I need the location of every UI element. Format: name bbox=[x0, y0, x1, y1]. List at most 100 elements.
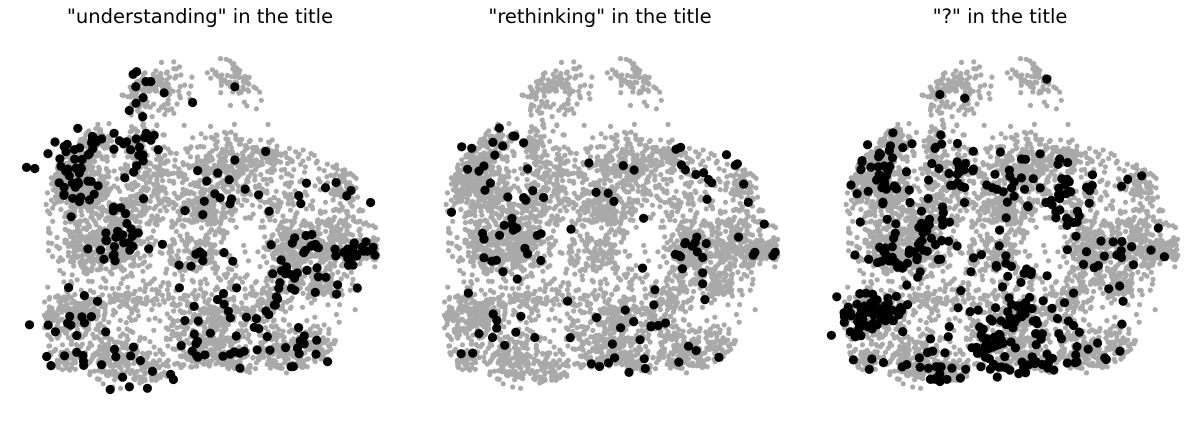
background-point bbox=[151, 187, 157, 193]
background-point bbox=[125, 284, 131, 290]
highlight-point bbox=[198, 210, 208, 220]
background-point bbox=[140, 268, 146, 274]
highlight-point bbox=[121, 209, 131, 219]
background-point bbox=[201, 144, 207, 150]
background-point bbox=[281, 235, 287, 241]
background-point bbox=[344, 227, 350, 233]
background-point bbox=[563, 270, 569, 276]
highlight-point bbox=[138, 194, 149, 204]
background-point bbox=[169, 331, 175, 338]
background-point bbox=[258, 332, 264, 338]
background-point bbox=[182, 309, 188, 316]
highlight-point bbox=[146, 135, 156, 145]
highlight-point bbox=[43, 149, 53, 159]
highlight-point bbox=[230, 155, 240, 165]
background-point bbox=[58, 206, 64, 213]
background-point bbox=[280, 213, 286, 219]
background-point bbox=[137, 286, 143, 292]
background-point bbox=[326, 330, 332, 336]
highlight-point bbox=[370, 250, 380, 260]
highlight-point bbox=[75, 143, 85, 153]
highlight-point bbox=[320, 183, 331, 193]
highlight-point bbox=[138, 93, 148, 103]
background-point bbox=[307, 253, 313, 259]
background-point bbox=[153, 351, 159, 357]
background-point bbox=[257, 89, 263, 95]
background-point bbox=[201, 322, 207, 328]
background-point bbox=[267, 357, 273, 363]
background-point bbox=[217, 221, 224, 227]
background-point bbox=[244, 305, 250, 311]
background-point bbox=[300, 360, 306, 366]
highlight-point bbox=[64, 283, 74, 293]
background-point bbox=[260, 176, 266, 183]
background-point bbox=[160, 371, 166, 378]
background-point bbox=[191, 197, 197, 203]
background-point bbox=[93, 219, 99, 225]
background-point bbox=[311, 323, 317, 329]
background-point bbox=[232, 65, 238, 71]
background-point bbox=[300, 158, 306, 164]
highlight-point bbox=[118, 372, 128, 382]
background-point bbox=[308, 332, 314, 338]
highlight-point bbox=[138, 156, 148, 166]
background-point bbox=[109, 285, 116, 292]
background-point bbox=[118, 166, 124, 172]
background-point bbox=[225, 266, 232, 272]
background-point bbox=[177, 295, 183, 301]
background-point bbox=[328, 222, 334, 228]
highlight-point bbox=[50, 137, 60, 147]
highlight-point bbox=[131, 98, 141, 108]
highlight-point bbox=[70, 154, 80, 164]
background-point bbox=[78, 244, 84, 250]
background-point bbox=[155, 291, 161, 297]
highlight-point bbox=[276, 266, 287, 276]
highlight-point bbox=[226, 194, 237, 204]
background-point bbox=[235, 174, 241, 180]
background-point bbox=[265, 121, 271, 128]
background-point bbox=[242, 293, 249, 299]
background-point bbox=[46, 304, 52, 310]
background-point bbox=[222, 361, 228, 367]
background-point bbox=[156, 185, 162, 191]
background-point bbox=[317, 231, 323, 237]
highlight-point bbox=[101, 327, 111, 337]
background-point bbox=[165, 326, 171, 332]
background-point bbox=[152, 315, 158, 321]
background-point bbox=[200, 161, 206, 168]
background-point bbox=[221, 337, 227, 343]
background-point bbox=[375, 236, 381, 242]
background-point bbox=[276, 326, 282, 332]
background-point bbox=[160, 167, 166, 174]
background-point bbox=[216, 358, 222, 364]
background-point bbox=[208, 227, 214, 233]
background-point bbox=[97, 321, 103, 327]
background-point bbox=[219, 72, 225, 78]
background-point bbox=[289, 295, 295, 301]
background-point bbox=[142, 88, 148, 94]
highlight-point bbox=[313, 272, 323, 282]
background-point bbox=[205, 171, 211, 178]
background-point bbox=[155, 73, 161, 80]
background-point bbox=[140, 278, 146, 284]
background-point bbox=[107, 223, 114, 229]
highlight-point bbox=[330, 244, 340, 254]
background-point bbox=[240, 163, 246, 169]
background-point bbox=[60, 271, 67, 277]
highlight-point bbox=[180, 206, 190, 216]
background-point bbox=[340, 221, 346, 227]
background-point bbox=[94, 153, 100, 159]
highlight-point bbox=[101, 228, 111, 238]
background-point bbox=[165, 291, 172, 297]
background-point bbox=[324, 161, 330, 167]
background-point bbox=[50, 218, 56, 224]
background-point bbox=[103, 285, 109, 291]
highlight-point bbox=[132, 67, 142, 77]
background-point bbox=[77, 228, 83, 234]
background-point bbox=[168, 258, 174, 264]
highlight-point bbox=[59, 190, 69, 200]
background-point bbox=[205, 316, 211, 322]
background-point bbox=[239, 202, 245, 208]
background-point bbox=[73, 359, 79, 366]
background-point bbox=[151, 362, 157, 368]
